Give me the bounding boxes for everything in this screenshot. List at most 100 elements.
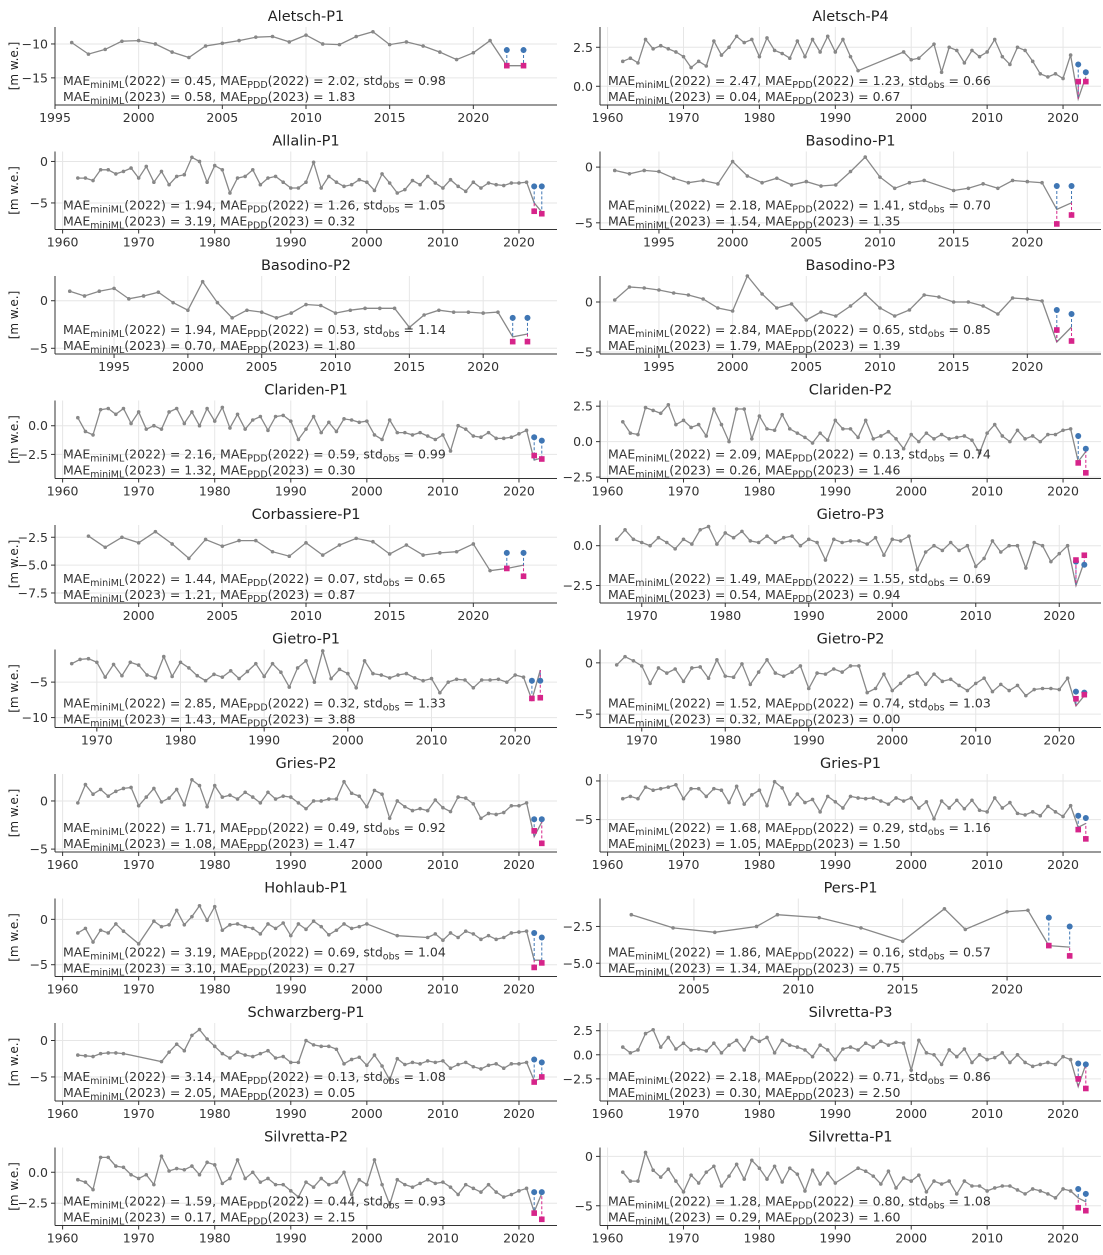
observed-point xyxy=(1000,434,1005,438)
observed-point xyxy=(765,36,769,40)
observed-point xyxy=(471,180,476,185)
observed-point xyxy=(387,181,392,185)
observed-point xyxy=(1038,1189,1043,1193)
observed-point xyxy=(152,423,156,428)
observed-point xyxy=(750,793,754,797)
x-tick-label: 2000 xyxy=(895,1231,927,1246)
observed-point xyxy=(878,306,882,310)
observed-point xyxy=(1061,76,1065,81)
observed-point xyxy=(977,1052,982,1057)
mae-annotation-line2: MAEminiML(2023) = 3.19, MAEPDD(2023) = 0… xyxy=(63,214,355,232)
observed-point xyxy=(404,543,409,547)
observed-point xyxy=(250,167,255,172)
mae-text: MAE xyxy=(608,73,635,88)
observed-point xyxy=(900,939,905,943)
observed-point xyxy=(922,293,926,297)
miniml-point xyxy=(538,437,545,444)
observed-point xyxy=(1038,813,1043,818)
mae-text: MAE xyxy=(608,322,635,337)
observed-point xyxy=(287,40,292,44)
observed-point xyxy=(524,929,529,933)
observed-point xyxy=(494,436,498,441)
observed-point xyxy=(790,534,794,538)
observed-point xyxy=(954,435,959,440)
observed-point xyxy=(387,816,392,821)
mae-text: (2023) = 1.60 xyxy=(813,1210,901,1225)
observed-point xyxy=(425,434,430,438)
miniml-point xyxy=(509,314,516,321)
mae-text: (2022) = 0.80, std xyxy=(813,1194,928,1209)
observed-point xyxy=(471,50,476,55)
x-tick-label: 2000 xyxy=(351,1231,383,1246)
observed-point xyxy=(924,1051,929,1055)
mae-text: (2023) = 0.26, MAE xyxy=(669,463,792,478)
observed-point xyxy=(996,312,1000,316)
observed-point xyxy=(674,422,678,427)
x-tick-label: 2000 xyxy=(351,857,383,872)
observed-point xyxy=(643,1031,648,1036)
observed-point xyxy=(1024,693,1028,698)
x-tick-label: 2010 xyxy=(971,1231,1003,1246)
observed-point xyxy=(479,435,483,440)
observed-point xyxy=(1026,908,1030,913)
x-tick-label: 1970 xyxy=(668,1231,700,1246)
observed-point xyxy=(106,167,111,172)
observed-point xyxy=(1023,813,1027,817)
observed-point xyxy=(287,685,292,689)
observed-point xyxy=(757,1039,762,1044)
observed-point xyxy=(825,1171,830,1175)
y-axis-label: [m w.e.] xyxy=(7,540,21,589)
mae-text: (2022) = 0.13, std xyxy=(813,447,928,462)
x-tick-label: 1960 xyxy=(592,1106,624,1121)
observed-point xyxy=(494,1062,498,1066)
observed-point xyxy=(1000,806,1005,810)
observed-point xyxy=(1053,1062,1058,1067)
observed-point xyxy=(671,926,675,930)
observed-point xyxy=(403,1062,407,1067)
observed-point xyxy=(833,314,838,318)
x-tick-label: 2015 xyxy=(374,110,406,125)
observed-point xyxy=(1061,428,1065,433)
observed-point xyxy=(892,186,897,191)
observed-point xyxy=(342,184,346,189)
observed-point xyxy=(1061,1054,1065,1059)
observed-point xyxy=(666,785,671,789)
pdd-point xyxy=(1081,552,1088,559)
mae-text: (2022) = 1.86, MAE xyxy=(669,945,792,960)
observed-point xyxy=(67,289,72,294)
observed-point xyxy=(810,1168,815,1173)
pdd-point xyxy=(531,1210,537,1216)
observed-point xyxy=(1068,53,1073,57)
observed-point xyxy=(704,1049,709,1053)
observed-point xyxy=(448,931,453,935)
observed-point xyxy=(517,1189,521,1193)
x-tick-label: 1980 xyxy=(744,484,776,499)
observed-point xyxy=(985,50,989,54)
observed-point xyxy=(806,537,811,542)
observed-point xyxy=(1015,1052,1020,1057)
observed-point xyxy=(1046,804,1050,809)
mae-subscript: PDD xyxy=(792,827,812,838)
observed-point xyxy=(970,48,974,53)
observed-point xyxy=(810,441,815,445)
observed-point xyxy=(486,181,491,185)
observed-point xyxy=(674,1047,678,1051)
observed-point xyxy=(780,1180,784,1184)
x-tick-label: 2020 xyxy=(503,1106,535,1121)
x-tick-label: 1990 xyxy=(275,1231,307,1246)
observed-point xyxy=(76,1053,80,1057)
mae-text: (2023) = 0.30 xyxy=(268,463,356,478)
observed-point xyxy=(159,427,164,431)
observed-point xyxy=(665,671,669,675)
observed-point xyxy=(354,685,359,690)
mae-subscript: PDD xyxy=(792,719,812,730)
x-tick-label: 1960 xyxy=(47,235,79,250)
observed-point xyxy=(320,649,325,653)
observed-point xyxy=(266,922,270,926)
mae-subscript: PDD xyxy=(247,470,267,481)
observed-point xyxy=(879,799,883,803)
observed-point xyxy=(848,54,853,59)
observed-point xyxy=(643,1150,648,1155)
observed-point xyxy=(76,801,80,805)
